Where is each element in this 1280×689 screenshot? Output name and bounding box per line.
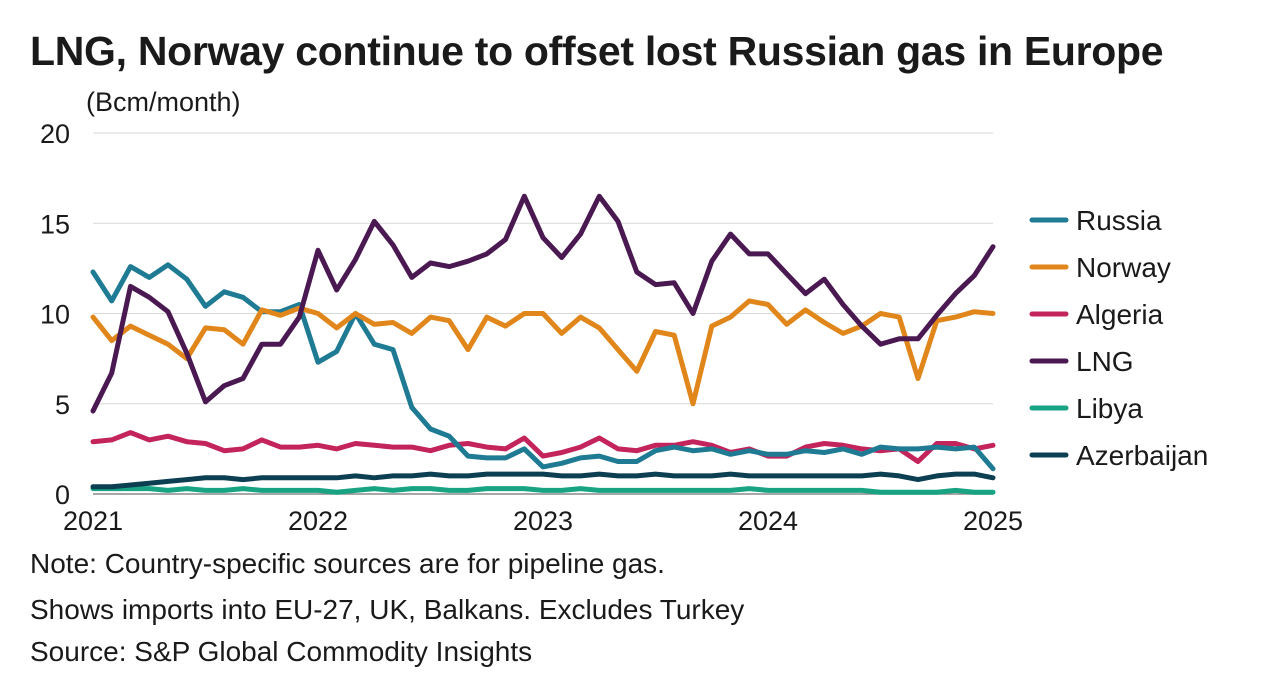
x-tick-label: 2021 [63,506,123,536]
legend-label-lng: LNG [1076,346,1134,377]
x-tick-label: 2022 [288,506,348,536]
x-tick-label: 2023 [513,506,573,536]
y-tick-label: 0 [55,480,70,510]
y-tick-label: 20 [40,119,70,149]
series-lines [90,193,996,495]
x-axis-ticks: 2021 2022 2023 2024 2025 [63,506,1023,536]
series-line-russia [90,262,996,472]
series-line-norway [90,298,996,407]
chart-title: LNG, Norway continue to offset lost Russ… [30,28,1164,74]
y-axis-unit-label: (Bcm/month) [86,87,241,117]
x-tick-label: 2024 [738,506,798,536]
note-pipeline: Note: Country-specific sources are for p… [30,548,665,579]
legend-label-algeria: Algeria [1076,299,1164,330]
source-note: Source: S&P Global Commodity Insights [30,636,533,667]
series-line-azerbaijan [90,471,996,490]
y-axis-ticks: 0 5 10 15 20 [40,119,70,510]
series-line-libya [90,486,996,495]
legend-label-norway: Norway [1076,252,1171,283]
legend-label-libya: Libya [1076,393,1143,424]
y-tick-label: 10 [40,300,70,330]
legend-label-russia: Russia [1076,205,1162,236]
legend-label-azerbaijan: Azerbaijan [1076,440,1208,471]
note-coverage: Shows imports into EU-27, UK, Balkans. E… [30,594,745,625]
x-tick-label: 2025 [963,506,1023,536]
series-line-lng [90,193,996,414]
series-line-algeria [90,430,996,464]
y-tick-label: 15 [40,209,70,239]
legend: Russia Norway Algeria LNG Libya Azerbaijan [1029,205,1208,471]
y-tick-label: 5 [55,390,70,420]
